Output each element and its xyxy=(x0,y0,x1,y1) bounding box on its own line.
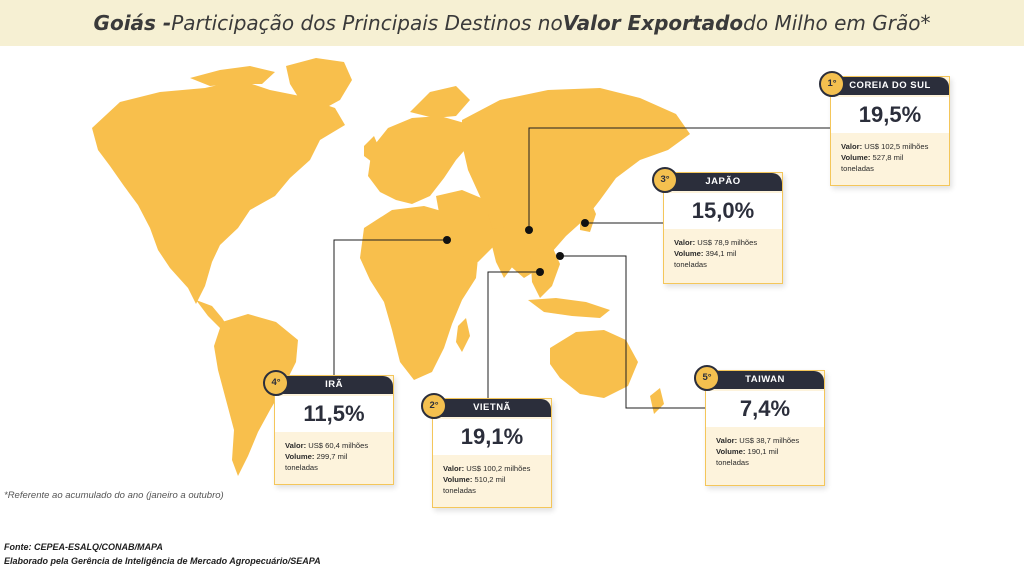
madagascar-shape xyxy=(456,318,470,352)
marker-ira xyxy=(443,236,451,244)
page-title: Goiás - Participação dos Principais Dest… xyxy=(0,0,1024,46)
value-text: US$ 60,4 milhões xyxy=(308,441,369,450)
card-country: JAPÃO xyxy=(664,173,782,191)
card-details: Valor: US$ 78,9 milhões Volume: 394,1 mi… xyxy=(674,237,780,270)
title-end: do Milho em Grão* xyxy=(743,11,931,35)
greenland-shape xyxy=(286,58,352,112)
value-label: Valor: xyxy=(841,142,863,151)
rank-badge: 5° xyxy=(694,365,720,391)
volume-unit: toneladas xyxy=(285,463,318,472)
new-zealand-shape xyxy=(650,388,664,414)
volume-unit: toneladas xyxy=(674,260,707,269)
footnote: *Referente ao acumulado do ano (janeiro … xyxy=(4,490,224,501)
card-country: TAIWAN xyxy=(706,371,824,389)
location-markers xyxy=(443,219,589,276)
share-value: 15,0% xyxy=(664,193,782,229)
value-label: Valor: xyxy=(285,441,307,450)
connector-lines xyxy=(333,127,830,409)
card-country: VIETNÃ xyxy=(433,399,551,417)
uk-shape xyxy=(364,136,380,162)
source-credits: Fonte: CEPEA-ESALQ/CONAB/MAPA Elaborado … xyxy=(4,540,321,568)
volume-unit: toneladas xyxy=(841,164,874,173)
value-text: US$ 38,7 milhões xyxy=(739,436,800,445)
destination-card-taiwan: TAIWAN 5° 7,4% Valor: US$ 38,7 milhões V… xyxy=(694,365,825,486)
volume-label: Volume: xyxy=(674,249,704,258)
rank-badge: 3° xyxy=(652,167,678,193)
connector-taiwan xyxy=(560,255,705,409)
value-text: US$ 102,5 milhões xyxy=(864,142,929,151)
connector-vietna xyxy=(487,271,540,398)
rank-badge: 2° xyxy=(421,393,447,419)
canada-islands-shape xyxy=(190,66,275,86)
continents xyxy=(92,58,690,476)
card-details: Valor: US$ 100,2 milhões Volume: 510,2 m… xyxy=(443,463,549,496)
title-highlight: Valor Exportado xyxy=(562,11,744,35)
title-middle: Participação dos Principais Destinos no xyxy=(171,11,563,35)
connector-ira xyxy=(333,239,447,375)
value-label: Valor: xyxy=(716,436,738,445)
south-america-shape xyxy=(214,314,298,476)
australia-shape xyxy=(550,330,638,398)
volume-label: Volume: xyxy=(285,452,315,461)
volume-unit: toneladas xyxy=(443,486,476,495)
marker-vietna xyxy=(536,268,544,276)
credit-line: Elaborado pela Gerência de Inteligência … xyxy=(4,556,321,566)
value-label: Valor: xyxy=(443,464,465,473)
card-country: COREIA DO SUL xyxy=(831,77,949,95)
rank-badge: 4° xyxy=(263,370,289,396)
value-label: Valor: xyxy=(674,238,696,247)
africa-shape xyxy=(360,206,478,380)
europe-shape xyxy=(368,116,470,204)
middle-east-shape xyxy=(436,190,498,262)
volume-text: 510,2 mil xyxy=(474,475,506,484)
source-line: Fonte: CEPEA-ESALQ/CONAB/MAPA xyxy=(4,542,163,552)
card-details: Valor: US$ 60,4 milhões Volume: 299,7 mi… xyxy=(285,440,391,473)
indonesia-shape xyxy=(528,298,610,318)
share-value: 19,1% xyxy=(433,419,551,455)
southeast-asia-shape xyxy=(530,246,560,298)
value-text: US$ 100,2 milhões xyxy=(466,464,531,473)
destination-card-japao: JAPÃO 3° 15,0% Valor: US$ 78,9 milhões V… xyxy=(652,167,783,284)
asia-shape xyxy=(462,88,690,278)
marker-taiwan xyxy=(556,252,564,260)
card-details: Valor: US$ 38,7 milhões Volume: 190,1 mi… xyxy=(716,435,822,468)
rank-badge: 1° xyxy=(819,71,845,97)
north-america-shape xyxy=(92,80,345,304)
volume-text: 299,7 mil xyxy=(316,452,348,461)
volume-text: 394,1 mil xyxy=(705,249,737,258)
title-state: Goiás - xyxy=(93,11,172,35)
volume-unit: toneladas xyxy=(716,458,749,467)
destination-card-ira: IRÃ 4° 11,5% Valor: US$ 60,4 milhões Vol… xyxy=(263,370,394,485)
card-country: IRÃ xyxy=(275,376,393,394)
central-america-shape xyxy=(196,300,230,330)
destination-card-vietna: VIETNÃ 2° 19,1% Valor: US$ 100,2 milhões… xyxy=(421,393,552,508)
card-details: Valor: US$ 102,5 milhões Volume: 527,8 m… xyxy=(841,141,947,174)
scandinavia-shape xyxy=(410,86,470,118)
value-text: US$ 78,9 milhões xyxy=(697,238,758,247)
share-value: 19,5% xyxy=(831,97,949,133)
marker-coreia xyxy=(525,226,533,234)
volume-text: 190,1 mil xyxy=(747,447,779,456)
volume-label: Volume: xyxy=(443,475,473,484)
volume-label: Volume: xyxy=(716,447,746,456)
india-shape xyxy=(488,226,522,278)
connector-coreia xyxy=(528,127,830,230)
destination-card-coreia: COREIA DO SUL 1° 19,5% Valor: US$ 102,5 … xyxy=(819,71,950,186)
volume-label: Volume: xyxy=(841,153,871,162)
marker-japao xyxy=(581,219,589,227)
world-map xyxy=(92,58,830,476)
share-value: 11,5% xyxy=(275,396,393,432)
volume-text: 527,8 mil xyxy=(872,153,904,162)
share-value: 7,4% xyxy=(706,391,824,427)
